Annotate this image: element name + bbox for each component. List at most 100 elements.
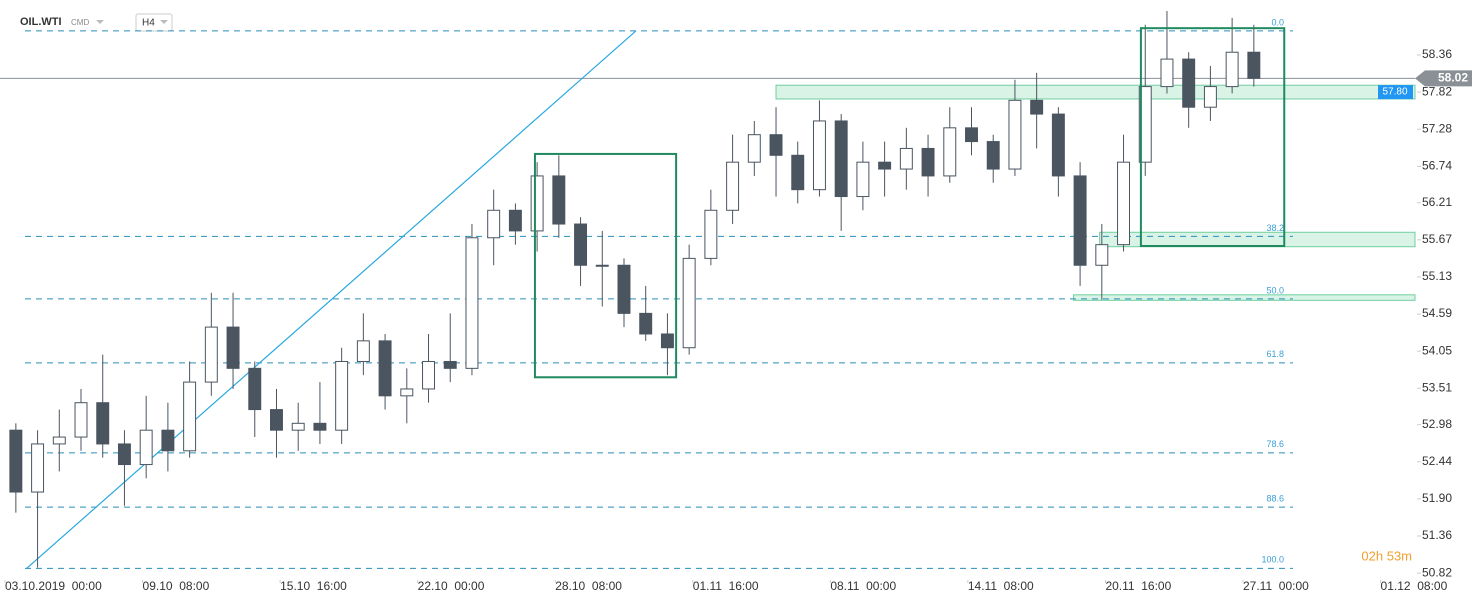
candle-body xyxy=(400,388,414,397)
box xyxy=(1139,27,1286,248)
candle-body xyxy=(1138,86,1152,163)
candle-body xyxy=(660,333,674,349)
y-tick-label: 55.67 xyxy=(1422,232,1452,246)
y-tick-label: 55.13 xyxy=(1422,269,1452,283)
y-tick-label: 57.28 xyxy=(1422,121,1452,135)
market: CMD xyxy=(71,18,89,27)
y-tick-label: 51.36 xyxy=(1422,528,1452,542)
candle-body xyxy=(899,147,913,170)
candle-body xyxy=(639,312,653,335)
x-tick-label: 28.10 08:00 xyxy=(555,579,622,593)
y-tick-label: 54.05 xyxy=(1422,343,1452,357)
countdown: 02h 53m xyxy=(1361,548,1412,563)
candle-body xyxy=(270,409,283,431)
candle-body xyxy=(965,127,978,143)
candle-body xyxy=(291,422,305,431)
candle-body xyxy=(1225,51,1239,88)
candle-body xyxy=(226,326,240,369)
candle-body xyxy=(574,223,588,266)
candle-body xyxy=(139,429,153,466)
candle-body xyxy=(183,381,197,452)
candle-body xyxy=(52,436,66,445)
y-tick-label: 51.90 xyxy=(1422,491,1452,505)
candle-body xyxy=(508,209,522,232)
candle-body xyxy=(487,209,501,239)
candle-body xyxy=(791,154,805,191)
candle-body xyxy=(921,147,935,177)
candle-body xyxy=(422,360,435,390)
candle-body xyxy=(878,161,892,170)
candle-body xyxy=(552,175,566,225)
candle-body xyxy=(335,360,349,431)
candle-body xyxy=(204,326,218,383)
fib-label: 88.6 xyxy=(1266,494,1284,504)
candle-body xyxy=(595,264,609,267)
fib-label: 38.2 xyxy=(1266,223,1284,233)
candle-body xyxy=(769,134,783,156)
candle-body xyxy=(1203,86,1217,108)
interval-select[interactable] xyxy=(135,13,173,32)
candle-body xyxy=(1030,99,1044,115)
candle-body xyxy=(617,264,631,314)
x-tick-label: 27.11 00:00 xyxy=(1243,579,1309,593)
symbol: OIL.WTI xyxy=(20,16,62,28)
candle-body xyxy=(378,340,392,397)
candle-body xyxy=(747,134,761,163)
candle-body xyxy=(313,422,327,431)
candle-body xyxy=(1247,51,1261,79)
x-tick-label: 20.11 16:00 xyxy=(1105,579,1171,593)
y-tick-label: 52.44 xyxy=(1422,454,1452,468)
y-tick-label: 50.82 xyxy=(1422,565,1452,579)
y-tick-label: 57.82 xyxy=(1422,84,1452,98)
candle-body xyxy=(1095,244,1109,266)
candle-body xyxy=(117,443,131,466)
candle-body xyxy=(1073,175,1087,266)
candle-body xyxy=(1117,161,1131,246)
candle-body xyxy=(530,175,544,232)
zone xyxy=(1099,231,1416,248)
candle-body xyxy=(161,429,175,452)
candle-body xyxy=(726,161,740,211)
candle-body xyxy=(1160,58,1174,88)
fib-label: 100.0 xyxy=(1261,555,1284,565)
y-tick-label: 54.59 xyxy=(1422,306,1452,320)
current-price-label: 58.02 xyxy=(1438,71,1468,85)
candle-body xyxy=(9,429,23,493)
fib-label: 50.0 xyxy=(1266,285,1284,295)
fib-label: 78.6 xyxy=(1266,439,1284,449)
candle-body xyxy=(704,209,718,259)
candle-body xyxy=(356,340,370,362)
candle-body xyxy=(682,257,696,349)
candle-body xyxy=(834,120,848,198)
dropdown-icon[interactable] xyxy=(96,20,104,24)
x-tick-label: 22.10 00:00 xyxy=(418,579,485,593)
trend-line xyxy=(26,30,637,569)
y-tick-label: 56.21 xyxy=(1422,195,1452,209)
x-tick-label: 01.12 08:00 xyxy=(1381,579,1448,593)
fib-label: 0.0 xyxy=(1271,17,1284,27)
candle-body xyxy=(443,360,457,369)
zone-label: 57.80 xyxy=(1382,87,1407,98)
x-tick-label: 15.10 16:00 xyxy=(280,579,347,593)
candle-body xyxy=(986,141,1000,170)
x-tick-label: 08.11 00:00 xyxy=(830,579,896,593)
candle-body xyxy=(856,161,870,198)
zone xyxy=(775,84,1416,100)
candle-body xyxy=(1008,99,1022,170)
box xyxy=(533,152,678,379)
y-tick-label: 58.36 xyxy=(1422,47,1452,61)
candle-body xyxy=(1051,113,1065,177)
candle-body xyxy=(31,443,45,493)
y-tick-label: 56.74 xyxy=(1422,158,1452,172)
interval[interactable]: H4 xyxy=(142,18,155,29)
x-tick-label: 14.11 08:00 xyxy=(968,579,1034,593)
candle-body xyxy=(465,237,479,369)
zone xyxy=(1073,294,1416,301)
x-tick-label: 03.10.2019 00:00 xyxy=(5,579,102,593)
dropdown-icon[interactable] xyxy=(160,20,168,24)
y-tick-label: 52.98 xyxy=(1422,417,1452,431)
x-tick-label: 09.10 08:00 xyxy=(143,579,210,593)
current-price-tag xyxy=(1415,70,1472,87)
candle-body xyxy=(1182,58,1196,108)
candle-body xyxy=(812,120,826,191)
